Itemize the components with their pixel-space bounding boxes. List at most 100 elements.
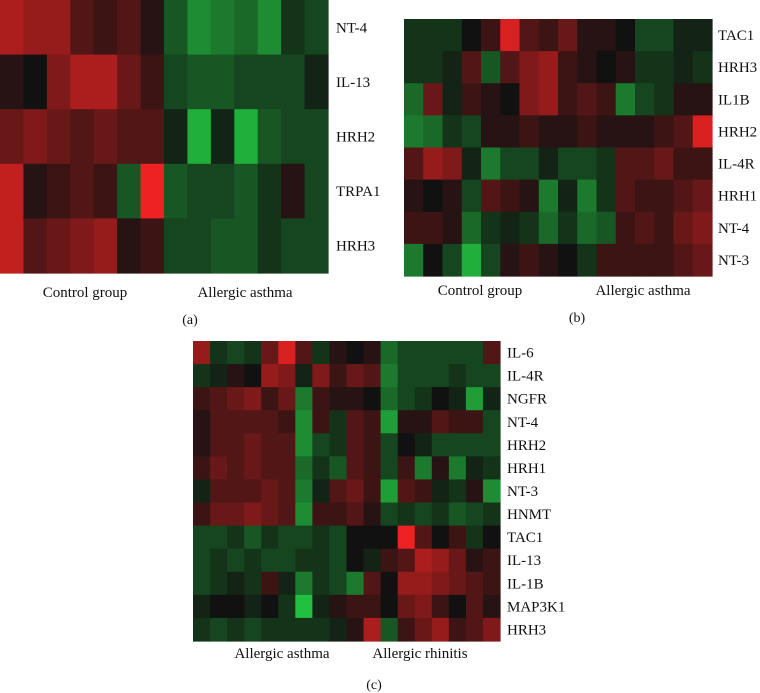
heatmap-c-cell [227, 433, 245, 457]
heatmap-a-cell [234, 218, 259, 274]
heatmap-c-cell [346, 387, 365, 411]
heatmap-b-cell [404, 243, 424, 277]
heatmap-b-cell [692, 211, 713, 245]
heatmap-c-cell [278, 479, 296, 504]
heatmap-c-cell [414, 410, 433, 434]
heatmap-b-row-label: IL1B [718, 92, 750, 108]
heatmap-c-cell [363, 433, 382, 457]
heatmap-c-cell [397, 433, 416, 457]
heatmap-c-cell [295, 433, 313, 457]
heatmap-c-cell [397, 456, 416, 481]
heatmap-c-cell [210, 571, 228, 596]
heatmap-b-cell [519, 115, 540, 149]
heatmap-b-cell [635, 147, 655, 181]
heatmap-c-cell [363, 456, 382, 481]
heatmap-c-cells [193, 341, 501, 642]
heatmap-b-cell [615, 147, 636, 181]
heatmap-a-cell [234, 0, 259, 56]
heatmap-c-cell [329, 479, 348, 504]
heatmap-b-row-label: IL-4R [718, 157, 755, 173]
heatmap-b-cell [500, 51, 521, 84]
heatmap-c-cell [431, 617, 450, 642]
heatmap-c-cell [244, 548, 262, 573]
heatmap-a-svg: NT-4 IL-13 HRH2 TRPA1 HRH3 Control group Aller… [0, 0, 381, 328]
heatmap-c-cell [414, 364, 433, 388]
heatmap-a-labels: NT-4 IL-13 HRH2 TRPA1 HRH3 Control group Aller… [43, 20, 381, 328]
heatmap-c-cell [227, 548, 245, 573]
heatmap-c-cell [278, 341, 296, 365]
heatmap-c-cell [482, 479, 501, 504]
heatmap-c-cell [227, 617, 245, 642]
heatmap-c-cell [482, 548, 501, 573]
heatmap-b-cell [615, 179, 636, 213]
heatmap-a-cell [93, 54, 118, 110]
heatmap-c-cell [431, 571, 450, 596]
heatmap-c-cell [363, 571, 382, 596]
heatmap-b-cell [635, 115, 655, 149]
heatmap-c-panel-label: (c) [366, 678, 382, 693]
heatmap-b-cell [654, 83, 675, 116]
heatmap-c-cell [448, 479, 467, 504]
heatmap-c-cell [465, 594, 484, 619]
heatmap-c-cell [465, 525, 484, 550]
heatmap-b-cell [481, 83, 501, 116]
heatmap-c-cell [261, 410, 279, 434]
heatmap-c-row-label: IL-4R [507, 369, 544, 385]
heatmap-c-cell [465, 433, 484, 457]
heatmap-c-cell [329, 594, 348, 619]
heatmap-b-cell [577, 243, 598, 277]
heatmap-c-cell [261, 617, 279, 642]
heatmap-a-cell [304, 218, 329, 274]
heatmap-c-cell [227, 594, 245, 619]
heatmap-c-cell [193, 479, 211, 504]
heatmap-c-cell [431, 410, 450, 434]
heatmap-c-cell [278, 525, 296, 550]
heatmap-c-group-label: Allergic asthma [234, 646, 329, 662]
heatmap-c-cell [346, 617, 365, 642]
heatmap-c-cell [312, 341, 331, 365]
heatmap-b-cell [423, 179, 444, 213]
heatmap-b-cell [423, 51, 444, 84]
heatmap-a-cell [140, 54, 165, 110]
heatmap-a-cell [46, 163, 71, 219]
heatmap-c-cell [227, 456, 245, 481]
heatmap-c-cell [346, 410, 365, 434]
heatmap-c-cell [261, 548, 279, 573]
heatmap-c-cell [465, 617, 484, 642]
heatmap-c-cell [329, 456, 348, 481]
heatmap-c-cell [482, 525, 501, 550]
heatmap-c-cell [312, 410, 331, 434]
heatmap-c-cell [278, 433, 296, 457]
heatmap-b-cell [577, 83, 598, 116]
heatmap-c-cell [363, 341, 382, 365]
heatmap-c-cell [448, 433, 467, 457]
heatmap-c-cell [363, 364, 382, 388]
heatmap-c-cell [363, 617, 382, 642]
heatmap-b-cell [654, 147, 675, 181]
heatmap-panel-c: IL-6 IL-4R NGFR NT-4 HRH2 HRH1 NT-3 HNMT TAC1 IL-… [185, 340, 565, 693]
heatmap-b-svg: TAC1 HRH3 IL1B HRH2 IL-4R HRH1 NT-4 NT-3 Control… [404, 19, 757, 326]
heatmap-c-cell [414, 387, 433, 411]
heatmap-c-cell [465, 387, 484, 411]
heatmap-a-cell [164, 109, 189, 165]
heatmap-c-cell [193, 387, 211, 411]
heatmap-b-cell [635, 211, 655, 245]
heatmap-c-cell [193, 410, 211, 434]
heatmap-c-cell [261, 525, 279, 550]
heatmap-b-cell [519, 147, 540, 181]
heatmap-c-cell [482, 594, 501, 619]
heatmap-c-group-label: Allergic rhinitis [372, 646, 467, 662]
heatmap-c-row-label: NGFR [507, 392, 547, 408]
heatmap-c-cell [397, 594, 416, 619]
heatmap-c-cell [414, 502, 433, 527]
heatmap-b-cell [692, 51, 713, 84]
heatmap-c-cell [397, 341, 416, 365]
heatmap-c-cell [261, 571, 279, 596]
heatmap-b-cell [461, 115, 482, 149]
heatmap-b-cell [615, 243, 636, 277]
heatmap-b-cell [654, 115, 675, 149]
heatmap-c-cell [448, 617, 467, 642]
heatmap-c-cell [244, 410, 262, 434]
heatmap-c-cell [312, 525, 331, 550]
heatmap-b-cell [442, 51, 463, 84]
